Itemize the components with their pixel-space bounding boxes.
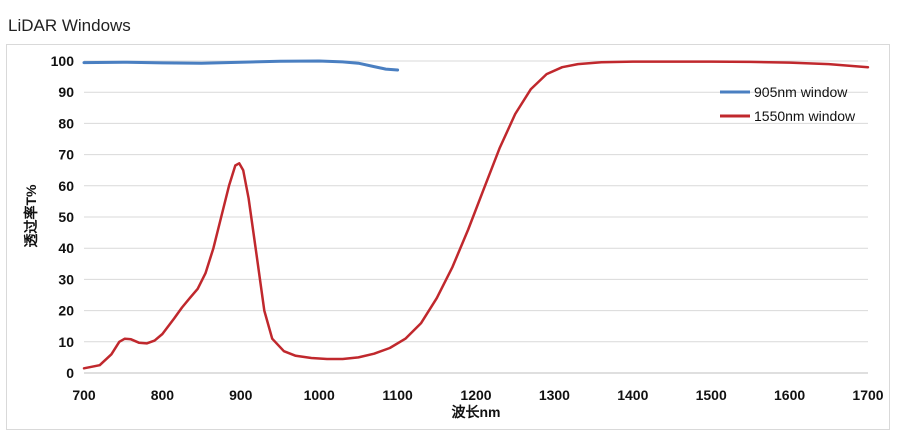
x-axis-ticks: 700 800 900 1000 1100 1200 1300 1400 1500 1600 170… xyxy=(72,387,883,403)
x-tick-label: 800 xyxy=(151,387,175,403)
gridlines xyxy=(84,60,868,374)
y-tick-label: 80 xyxy=(58,115,74,131)
x-tick-label: 700 xyxy=(72,387,96,403)
legend: 905nm window 1550nm window xyxy=(720,84,856,124)
y-tick-label: 0 xyxy=(66,365,74,381)
x-tick-label: 1300 xyxy=(539,387,570,403)
y-tick-label: 30 xyxy=(58,271,74,287)
x-tick-label: 900 xyxy=(229,387,253,403)
y-axis-label: 透过率T% xyxy=(23,184,39,248)
series-line xyxy=(82,60,870,370)
y-tick-label: 100 xyxy=(51,53,75,69)
x-tick-label: 1000 xyxy=(304,387,335,403)
y-axis-ticks: 0 10 20 30 40 50 60 70 80 90 100 xyxy=(51,53,75,381)
y-tick-label: 20 xyxy=(58,303,74,319)
legend-label: 1550nm window xyxy=(754,108,856,124)
x-tick-label: 1400 xyxy=(617,387,648,403)
y-tick-label: 90 xyxy=(58,84,74,100)
x-tick-label: 1700 xyxy=(852,387,883,403)
x-axis-label: 波长nm xyxy=(452,404,501,420)
page-title: LiDAR Windows xyxy=(8,16,131,35)
series-lines xyxy=(82,59,870,370)
y-tick-label: 50 xyxy=(58,209,74,225)
y-tick-label: 40 xyxy=(58,240,74,256)
y-tick-label: 60 xyxy=(58,178,74,194)
y-tick-label: 70 xyxy=(58,147,74,163)
x-tick-label: 1600 xyxy=(774,387,805,403)
x-tick-label: 1200 xyxy=(460,387,491,403)
x-tick-label: 1100 xyxy=(382,387,413,403)
x-tick-label: 1500 xyxy=(696,387,727,403)
chart-panel xyxy=(6,44,890,430)
y-tick-label: 10 xyxy=(58,334,74,350)
legend-label: 905nm window xyxy=(754,84,848,100)
series-line xyxy=(82,59,400,72)
